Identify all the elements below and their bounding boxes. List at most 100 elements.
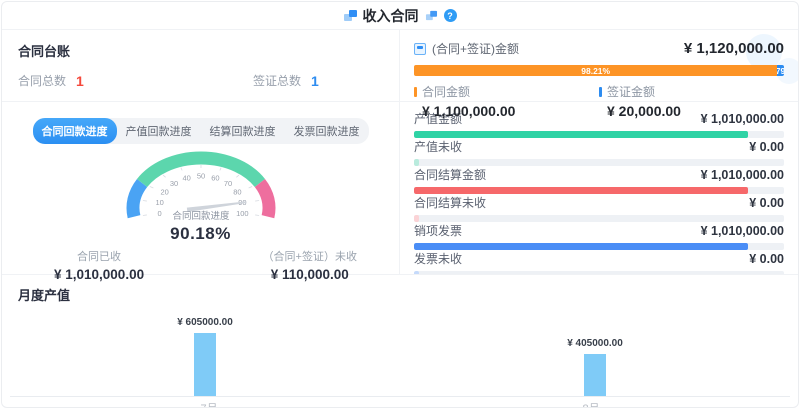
gauge-tick-mark — [254, 200, 259, 202]
gauge-tick-label: 50 — [196, 172, 204, 181]
amount-row-label: 合同结算金额 — [414, 168, 487, 182]
ledger-title: 合同台账 — [18, 44, 71, 59]
unreceived-value: ¥ 110,000.00 — [270, 267, 349, 282]
contract-files-small-icon — [425, 10, 437, 21]
amount-row-track — [414, 159, 784, 166]
help-icon[interactable]: ? — [443, 9, 457, 22]
amount-row-0: 产值金额 ¥ 1,010,000.00 — [414, 110, 784, 138]
gauge-chart: 0102030405060708090100合同回款进度 90.18% — [2, 148, 399, 244]
received-stat: 合同已收 ¥ 1,010,000.00 — [54, 248, 144, 282]
legend-value: ¥ 20,000.00 — [607, 103, 681, 119]
gauge-tick-label: 0 — [157, 209, 161, 218]
received-value: ¥ 1,010,000.00 — [54, 267, 145, 282]
gauge-tick-mark — [162, 174, 166, 178]
amount-row-track — [414, 215, 784, 222]
gauge-tick-label: 100 — [236, 209, 249, 218]
amount-row-fill — [414, 131, 748, 138]
amount-row-value: ¥ 1,010,000.00 — [700, 168, 784, 182]
legend-item-1: 签证金额 ¥ 20,000.00 — [599, 83, 784, 119]
contract-files-icon — [343, 10, 357, 21]
ledger-stat-0: 合同总数 1 — [18, 72, 253, 89]
gauge-segment-1 — [136, 151, 265, 188]
split-bar-legend: 合同金额 ¥ 1,100,000.00 签证金额 ¥ 20,000.00 — [414, 83, 784, 119]
gauge-tick-label: 60 — [211, 173, 219, 182]
amount-row-fill — [414, 187, 748, 194]
amount-row-5: 发票未收 ¥ 0.00 — [414, 250, 784, 274]
amount-row-track — [414, 187, 784, 194]
monthly-bar-1 — [584, 354, 606, 396]
gauge-svg: 0102030405060708090100合同回款进度 — [126, 151, 275, 222]
ledger-stats: 合同总数 1 签证总数 1 — [18, 72, 383, 89]
total-amount-value: ¥ 1,120,000.00 — [683, 40, 784, 57]
amount-row-label: 产值金额 — [414, 112, 463, 126]
gauge-tick-label: 80 — [233, 188, 241, 197]
amount-row-value: ¥ 1,010,000.00 — [700, 224, 784, 238]
main-area: 合同台账 合同总数 1 签证总数 1 合同回款进度 产值回款进度 结算回款进度 发票回款进度… — [2, 30, 798, 282]
progress-tabs-wrap: 合同回款进度 产值回款进度 结算回款进度 发票回款进度 — [2, 118, 399, 144]
ledger-summary: 合同台账 合同总数 1 签证总数 1 — [2, 30, 399, 102]
x-axis-label: 7月 — [200, 400, 217, 407]
amount-row-label: 销项发票 — [414, 224, 463, 238]
amount-doc-icon — [414, 42, 426, 55]
page-header: 收入合同 ? — [2, 2, 798, 30]
amount-row-line: 产值未收 ¥ 0.00 — [414, 138, 784, 155]
amount-row-2: 合同结算金额 ¥ 1,010,000.00 — [414, 166, 784, 194]
gauge-tick-mark — [149, 186, 154, 189]
gauge-tick-mark — [254, 214, 259, 216]
amount-row-track — [414, 243, 784, 250]
decor-circle-icon — [746, 34, 782, 70]
monthly-bar-value: ¥ 405000.00 — [567, 338, 623, 349]
amount-row-track — [414, 131, 784, 138]
amount-row-line: 产值金额 ¥ 1,010,000.00 — [414, 110, 784, 127]
ledger-stat-label: 合同总数 — [18, 74, 67, 88]
amount-row-fill — [414, 243, 748, 250]
total-amount-label: (合同+签证)金额 — [432, 42, 520, 56]
amount-row-value: ¥ 0.00 — [749, 196, 784, 210]
tab-progress-0[interactable]: 合同回款进度 — [32, 118, 117, 144]
amount-row-1: 产值未收 ¥ 0.00 — [414, 138, 784, 166]
amount-row-label: 发票未收 — [414, 252, 463, 266]
split-segment-0: 98.21% — [414, 65, 778, 76]
unreceived-stat: （合同+签证）未收 ¥ 110,000.00 — [263, 248, 357, 282]
monthly-bar-0 — [194, 333, 216, 396]
legend-label: 合同金额 — [422, 85, 471, 99]
gauge-segment-0 — [126, 178, 147, 219]
amount-row-track — [414, 271, 784, 274]
contract-visa-split-bar: 98.21%1.79% — [414, 65, 784, 76]
ledger-stat-1: 签证总数 1 — [253, 72, 319, 89]
tab-progress-3[interactable]: 发票回款进度 — [293, 126, 360, 138]
amount-progress-rows: 产值金额 ¥ 1,010,000.00 产值未收 ¥ 0.00 合同结算金额 ¥ 1,01… — [400, 102, 798, 274]
amount-row-label: 产值未收 — [414, 140, 463, 154]
amount-row-label: 合同结算未收 — [414, 196, 487, 210]
tab-progress-1[interactable]: 产值回款进度 — [125, 126, 192, 138]
gauge-value: 90.18% — [170, 224, 231, 243]
contract-ledger-panel: 合同台账 合同总数 1 签证总数 1 合同回款进度 产值回款进度 结算回款进度 发票回款进度… — [2, 30, 400, 282]
amounts-panel: (合同+签证)金额 ¥ 1,120,000.00 98.21%1.79% 合同金… — [400, 30, 798, 274]
gauge-tick-mark — [235, 174, 239, 178]
ledger-stat-label: 签证总数 — [253, 74, 302, 88]
gauge-title: 合同回款进度 — [172, 210, 230, 222]
ledger-stat-value: 1 — [76, 72, 84, 89]
legend-marker-icon — [599, 86, 602, 97]
gauge-summary-stats: 合同已收 ¥ 1,010,000.00 （合同+签证）未收 ¥ 110,000.… — [2, 244, 399, 282]
unreceived-label: （合同+签证）未收 — [262, 251, 357, 263]
tab-progress-2[interactable]: 结算回款进度 — [209, 126, 276, 138]
amount-row-line: 发票未收 ¥ 0.00 — [414, 250, 784, 267]
monthly-bar-chart: ¥ 605000.00 ¥ 405000.00 — [10, 315, 790, 397]
monthly-title: 月度产值 — [18, 288, 71, 303]
received-label: 合同已收 — [77, 251, 122, 263]
gauge-tick-mark — [247, 186, 252, 189]
progress-tabbar: 合同回款进度 产值回款进度 结算回款进度 发票回款进度 — [32, 118, 369, 144]
gauge-tick-label: 40 — [182, 173, 190, 182]
split-segment-1: 1.79% — [777, 65, 784, 76]
gauge-tick-mark — [179, 167, 183, 171]
amount-row-3: 合同结算未收 ¥ 0.00 — [414, 194, 784, 222]
legend-item-top: 签证金额 — [599, 83, 784, 100]
amount-row-fill — [414, 271, 420, 274]
gauge-tick-label: 30 — [169, 179, 177, 188]
gauge-tick-mark — [142, 200, 147, 202]
legend-label: 签证金额 — [607, 85, 656, 99]
gauge-tick-mark — [142, 214, 147, 216]
legend-item-top: 合同金额 — [414, 83, 599, 100]
